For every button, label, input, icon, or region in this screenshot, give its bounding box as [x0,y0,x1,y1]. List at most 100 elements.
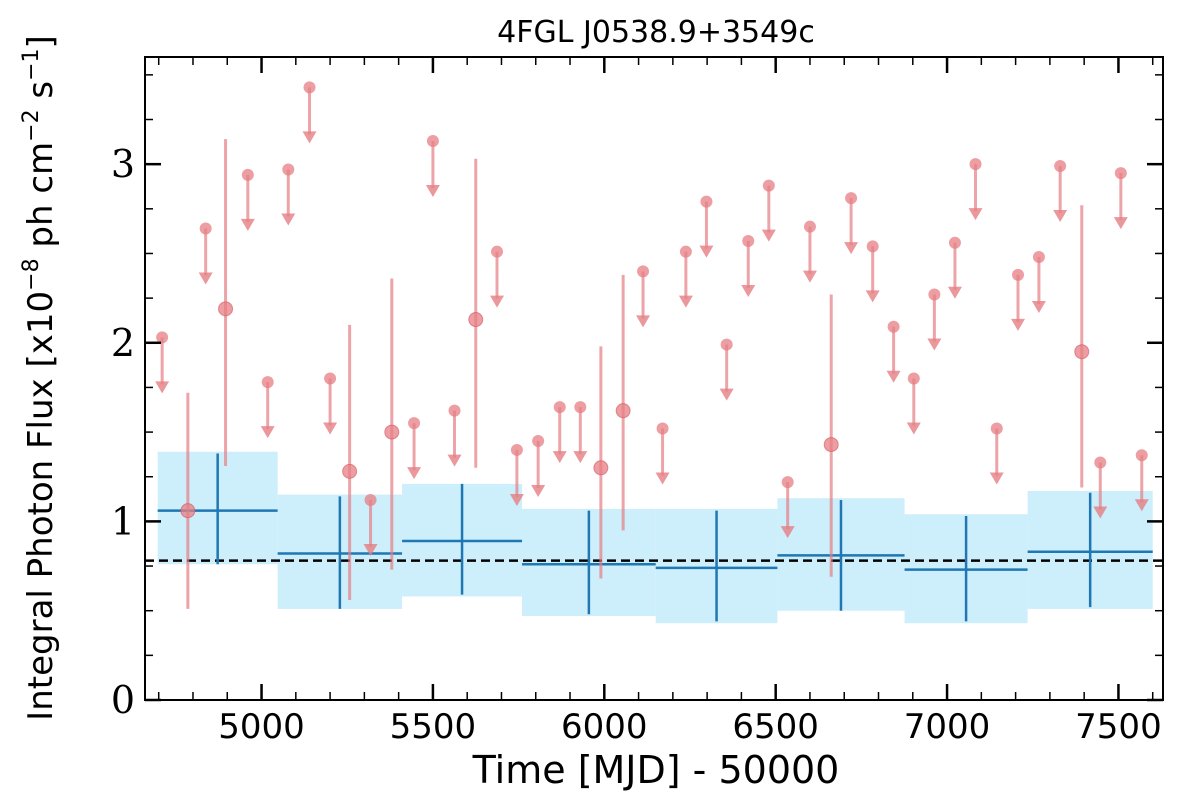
upper-limit-point [866,240,879,253]
upper-limit-arrowhead [260,426,275,439]
upper-limit-point [720,338,733,351]
detection-point [384,424,400,440]
chart-title: 4FGL J0538.9+3549c [497,15,815,50]
x-axis-label: Time [MJD] - 50000 [472,748,840,792]
upper-limit-point [261,376,274,389]
upper-limit-arrowhead [741,284,756,297]
upper-limit-point [781,476,794,489]
upper-limit-point [969,158,982,171]
upper-limit-point [510,443,523,456]
y-tick-label: 3 [111,142,135,186]
upper-limit-point [364,493,377,506]
upper-limit-arrowhead [1053,209,1068,222]
upper-limit-point [199,222,212,235]
upper-limit-point [845,192,858,205]
upper-limit-arrowhead [425,184,440,197]
upper-limit-point [990,422,1003,435]
y-label-exponent: −1 [19,48,44,80]
upper-limit-point [1114,167,1127,180]
detection-point [823,437,839,453]
upper-limit-arrowhead [699,245,714,258]
upper-limit-arrowhead [906,422,921,435]
x-tick-label: 6500 [732,707,819,747]
upper-limit-arrowhead [302,131,317,144]
upper-limit-arrowhead [1113,217,1128,230]
upper-limit-point [553,401,566,414]
detection-point [468,312,484,328]
y-tick-label: 1 [111,499,135,543]
upper-limit-arrowhead [886,370,901,383]
upper-limit-arrowhead [1031,301,1046,314]
upper-limit-point [637,265,650,278]
upper-limit-point [887,320,900,333]
upper-limit-point [448,404,461,417]
upper-limit-point [700,195,713,208]
upper-limit-arrowhead [968,208,983,221]
upper-limit-point [948,236,961,249]
detection-point [218,301,234,317]
y-label-part: ] [21,35,61,48]
x-tick-label: 7500 [1075,707,1162,747]
detection-point [1074,344,1090,360]
upper-limit-point [408,417,421,430]
upper-limit-arrowhead [363,543,378,556]
y-label-exponent: −8 [19,258,44,290]
y-label-part: ph cm [21,142,61,259]
upper-limit-arrowhead [844,242,859,255]
upper-limit-point [1135,449,1148,462]
upper-limit-arrowhead [1134,499,1149,512]
upper-limit-arrowhead [281,213,296,226]
x-tick-label: 6000 [561,707,648,747]
upper-limit-arrowhead [240,218,255,231]
x-tick-label: 5000 [218,707,305,747]
upper-limit-arrowhead [947,286,962,299]
y-label-part: s [21,81,61,110]
upper-limit-arrowhead [655,472,670,485]
upper-limit-arrowhead [447,454,462,467]
y-tick-label: 2 [111,321,135,365]
upper-limit-point [426,134,439,147]
binned-flux-bands [157,451,1153,624]
upper-limit-arrowhead [323,422,338,435]
axis-ticks: 5000 5500 6000 6500 7000 7500 0 1 2 3 [111,57,1163,747]
upper-limit-arrowhead [927,338,942,351]
upper-limit-point [491,245,504,258]
upper-limit-arrowhead [407,467,422,480]
upper-limit-arrowhead [1093,506,1108,519]
detection-point [615,403,631,419]
upper-limit-point [907,372,920,385]
upper-limit-point [532,435,545,448]
upper-limit-arrowhead [198,272,213,285]
y-tick-label: 0 [111,678,135,722]
upper-limit-point [241,168,254,181]
upper-limit-arrowhead [509,493,524,506]
upper-limit-arrowhead [636,315,651,328]
upper-limit-point [656,422,669,435]
upper-limit-point [1012,268,1025,281]
upper-limit-point [803,220,816,233]
upper-limit-point [1032,251,1045,264]
upper-limit-arrowhead [780,526,795,539]
upper-limit-arrowhead [719,388,734,401]
upper-limit-point [928,288,941,301]
y-label-part: Integral Photon Flux [x10 [21,291,61,721]
upper-limit-point [303,81,316,94]
upper-limit-arrowhead [573,451,588,464]
upper-limit-arrowhead [155,381,170,394]
upper-limit-arrowhead [802,270,817,283]
upper-limit-point [679,245,692,258]
upper-limit-arrowhead [552,451,567,464]
plot-frame [144,56,1164,701]
detection-point [180,503,196,519]
upper-limit-arrowhead [989,472,1004,485]
x-tick-label: 5500 [390,707,477,747]
upper-limit-arrowhead [531,485,546,498]
detection-point [593,460,609,476]
upper-limit-point [282,163,295,176]
x-tick-label: 7000 [904,707,991,747]
upper-limit-arrowhead [761,229,776,242]
upper-limit-arrowhead [678,295,693,308]
upper-limit-arrowhead [865,290,880,303]
upper-limit-point [324,372,337,385]
y-axis-label: Integral Photon Flux [x10−8 ph cm−2 s−1] [19,35,61,721]
